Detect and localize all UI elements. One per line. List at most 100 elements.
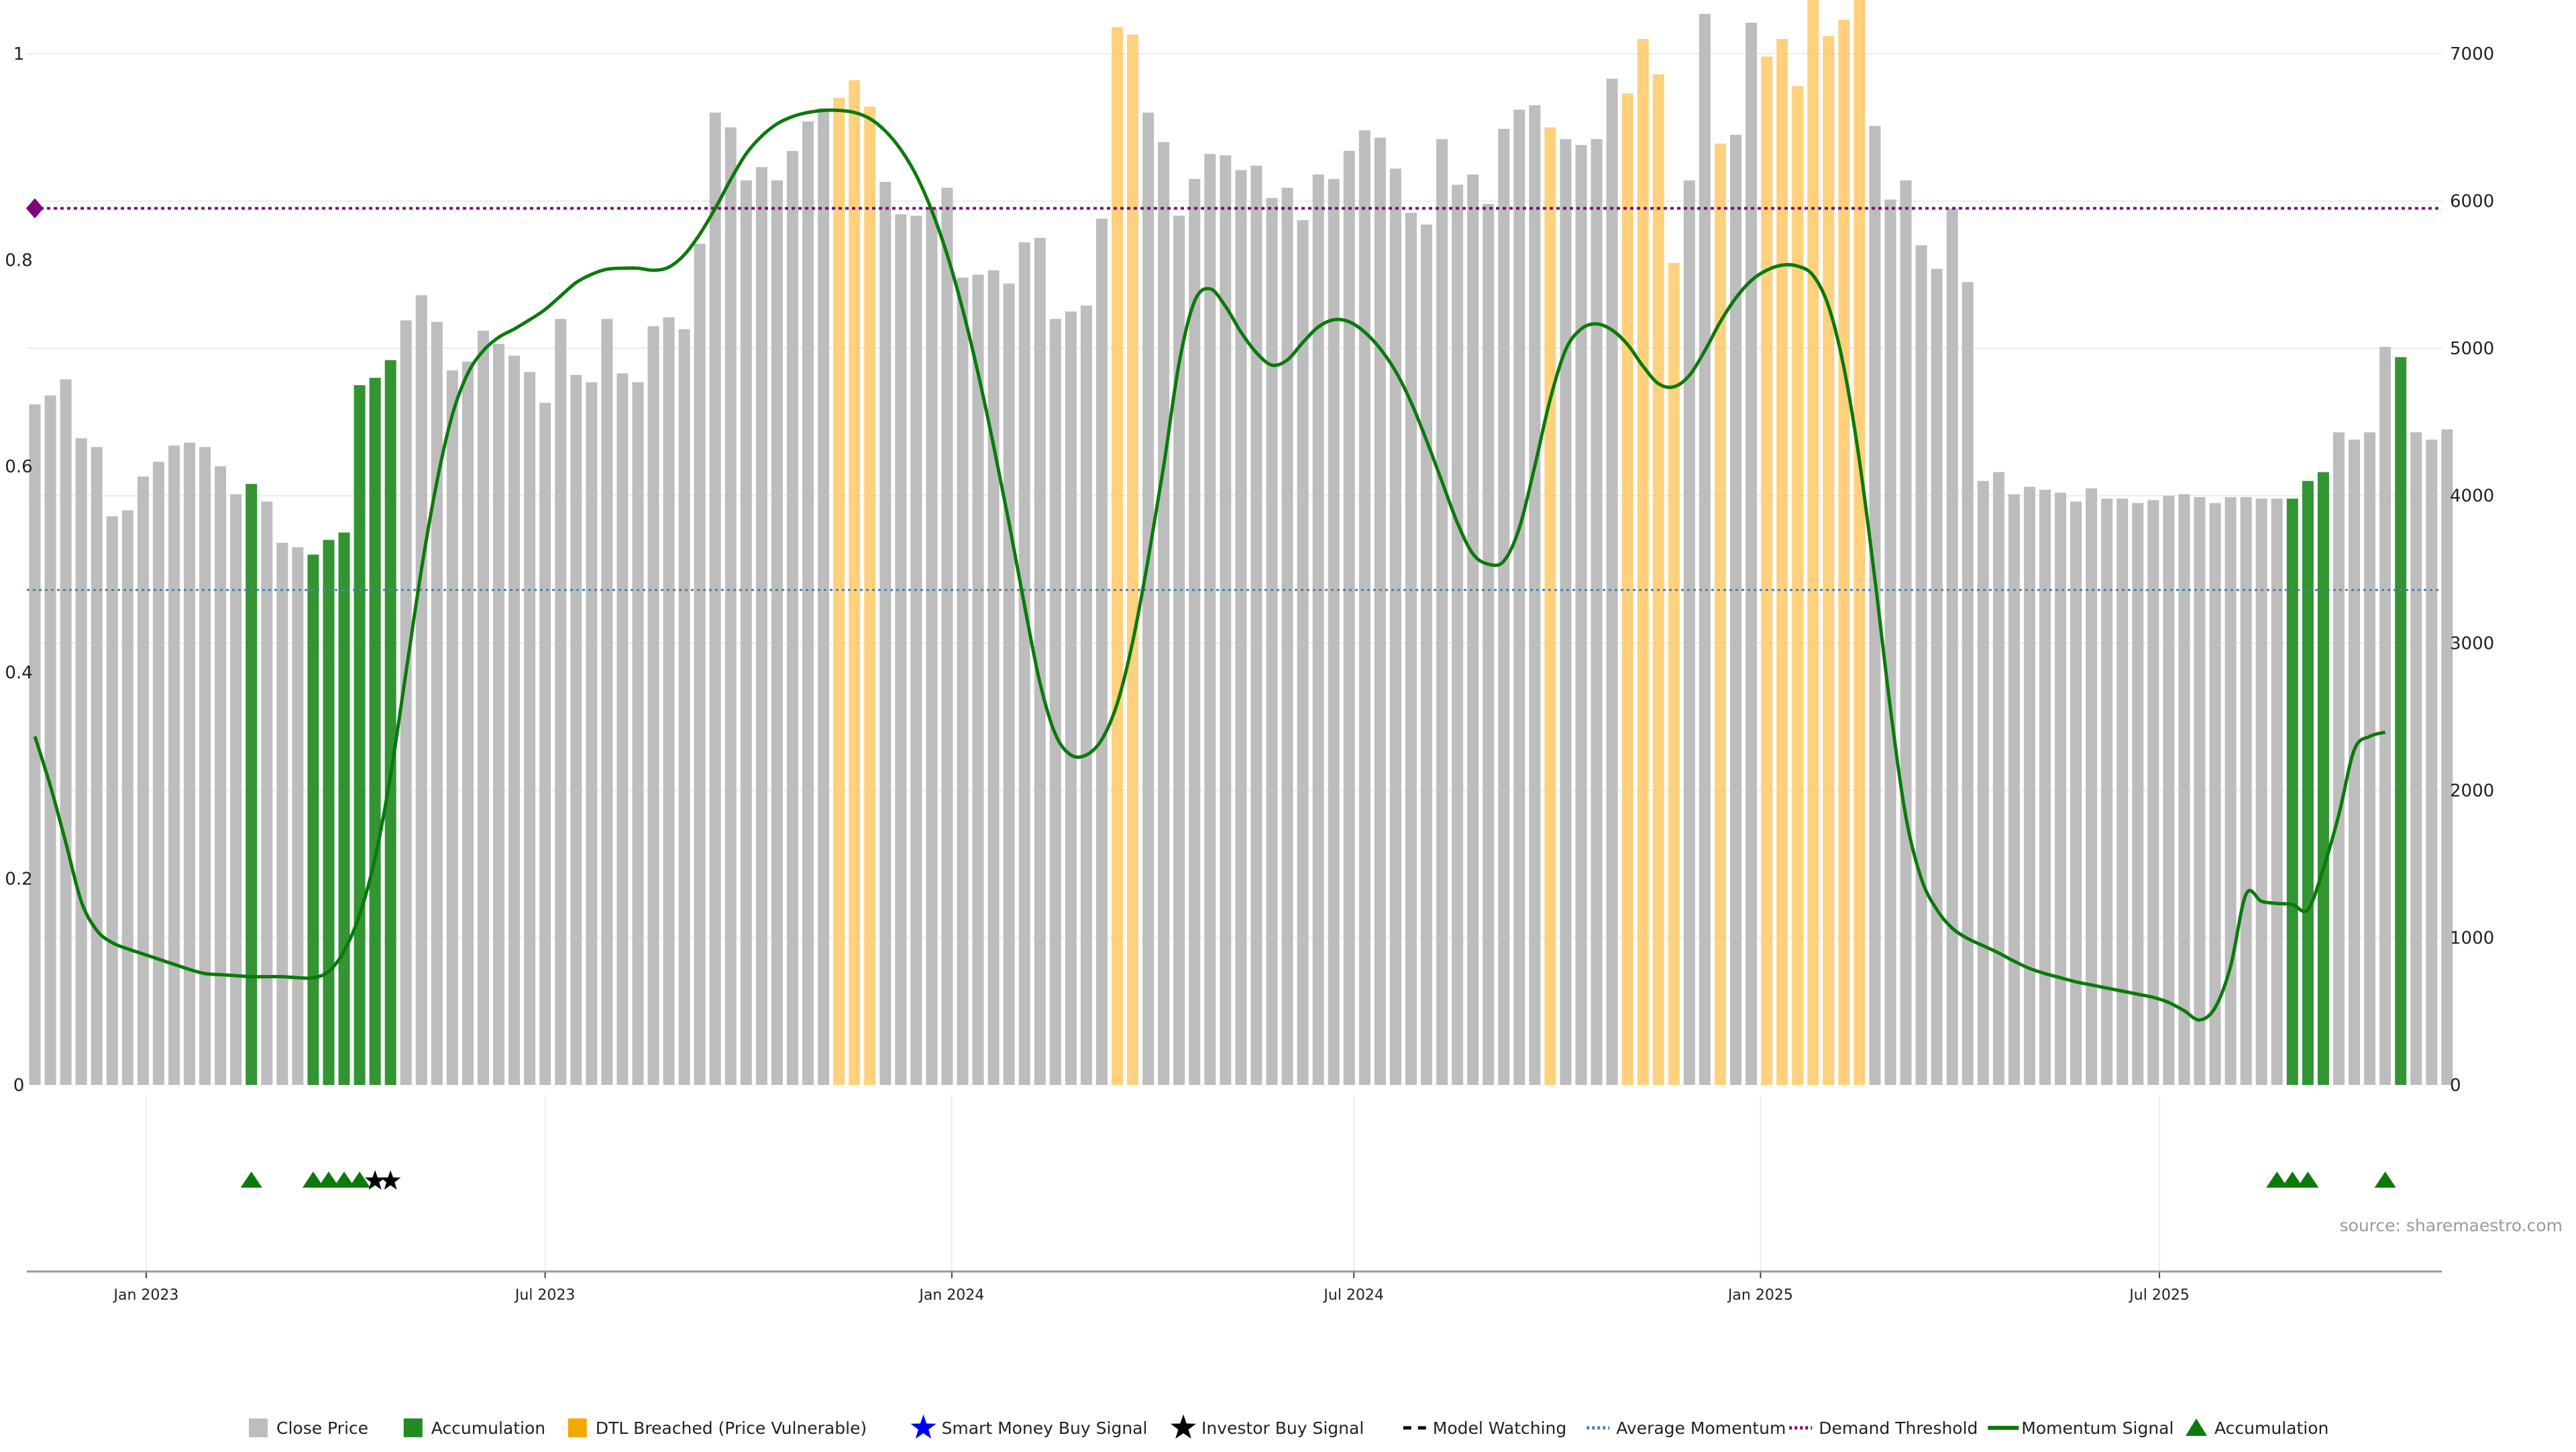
legend-label: Investor Buy Signal [1201,1418,1364,1438]
accumulation-bar [246,484,258,1085]
legend-label: Close Price [276,1418,368,1438]
close-price-bar [2426,439,2438,1085]
legend-swatch-star [910,1414,936,1439]
close-price-bar [121,510,133,1085]
dtl-breached-bar [1652,74,1664,1086]
close-price-bar [1235,170,1247,1085]
close-price-bar [261,501,273,1085]
close-price-bar [462,361,474,1085]
dtl-breached-bar [1838,19,1850,1086]
close-price-bar [524,372,536,1085]
dtl-breached-bar [1807,0,1819,1085]
close-price-bar [740,180,752,1085]
dtl-breached-bar [833,97,845,1085]
close-price-bar [1575,145,1587,1086]
x-tick-label: Jan 2025 [1727,1287,1793,1304]
accumulation-triangle-marker [2282,1172,2304,1188]
close-price-bar [1900,180,1912,1085]
close-price-bar [1220,155,1232,1086]
accumulation-bar [307,554,319,1085]
close-price-bar [230,494,242,1085]
accumulation-triangle-marker [240,1172,262,1188]
close-price-bar [632,382,644,1085]
close-price-bar [2364,432,2376,1085]
close-price-bar [1498,128,1510,1085]
close-price-bar [555,319,567,1086]
close-price-bar [106,516,118,1085]
close-price-bar [1931,268,1943,1086]
close-price-bar [709,112,721,1085]
left-tick-label: 0.2 [5,870,32,890]
dtl-breached-bar [849,80,861,1086]
close-price-bar [477,330,489,1085]
close-price-bar [91,447,103,1085]
close-price-bar [1869,125,1881,1086]
close-price-bar [771,180,783,1085]
dtl-breached-bar [1761,56,1773,1085]
close-price-bar [1436,139,1448,1085]
legend-item: Accumulation [2186,1418,2328,1438]
accumulation-bar [323,539,335,1085]
close-price-bar [2178,494,2190,1085]
right-tick-label: 6000 [2450,192,2494,212]
close-price-bar [802,121,814,1086]
legend-item: Model Watching [1403,1418,1566,1438]
grid-layer [27,53,2442,1272]
close-price-bar [2163,495,2175,1085]
close-price-bar [2086,488,2098,1085]
signal-layer [240,1170,2396,1190]
close-price-bar [1467,174,1479,1085]
investor-buy-star-marker [364,1170,386,1190]
close-price-bar [1946,208,1958,1085]
close-price-bar [75,438,87,1085]
close-price-bar [1328,178,1340,1085]
close-price-bar [292,547,304,1085]
legend-item: Demand Threshold [1789,1418,1978,1438]
dtl-breached-bar [864,107,876,1086]
close-price-bar [1281,187,1293,1085]
close-price-bar [1992,472,2004,1085]
close-price-bar [1080,305,1092,1085]
close-price-bar [2379,346,2392,1085]
close-price-bar [1513,109,1525,1086]
legend-item: DTL Breached (Price Vulnerable) [568,1418,867,1438]
accumulation-bar [2286,499,2298,1085]
close-price-bar [1142,112,1155,1085]
accumulation-triangle-marker [2266,1172,2288,1188]
close-price-bar [446,370,458,1085]
close-price-bar [1421,224,1432,1085]
close-price-bar [1018,242,1030,1086]
close-price-bar [2209,503,2221,1085]
close-price-bar [1591,139,1603,1085]
close-price-bar [1606,79,1618,1085]
legend-label: Demand Threshold [1819,1418,1978,1438]
close-price-bar [400,320,412,1085]
close-price-bar [199,447,211,1085]
close-price-bar [2410,432,2422,1085]
close-price-bar [2332,432,2345,1085]
close-price-bar [1049,319,1061,1086]
close-price-bar [724,127,737,1085]
close-price-bar [926,208,938,1085]
accumulation-triangle-marker [2374,1172,2396,1188]
legend-layer: Close Price Accumulation DTL Breached (Pri… [249,1414,2328,1439]
close-price-bar [1343,150,1355,1086]
close-price-bar [2441,429,2453,1085]
close-price-bar [493,344,504,1086]
legend-label: Momentum Signal [2021,1418,2174,1438]
close-price-bar [616,373,629,1085]
close-price-bar [2055,492,2067,1085]
right-tick-label: 1000 [2450,928,2494,948]
dtl-breached-bar [1544,127,1556,1085]
close-price-bar [2240,497,2252,1085]
legend-label: Accumulation [431,1418,545,1438]
close-price-bar [1915,245,1927,1085]
close-price-bar [879,182,892,1086]
right-tick-label: 3000 [2450,633,2494,654]
close-price-bar [1699,13,1711,1086]
accumulation-bar [384,360,396,1086]
accumulation-bar [354,385,366,1086]
close-price-bar [1884,199,1896,1085]
accumulation-triangle-marker [2297,1172,2319,1188]
